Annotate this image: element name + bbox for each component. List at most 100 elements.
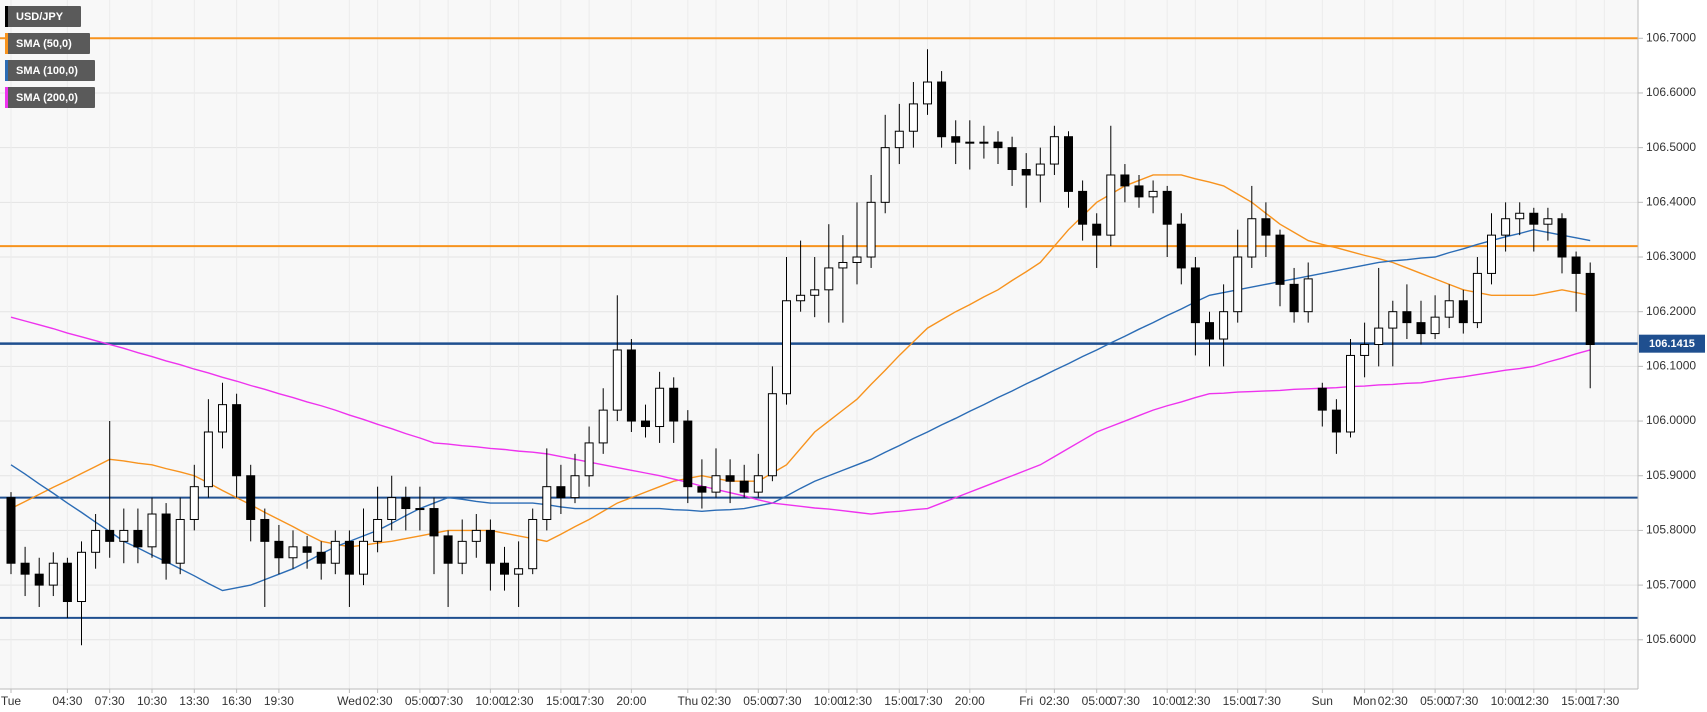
y-tick-label: 105.7000 <box>1646 577 1696 591</box>
legend-item: SMA (200,0) <box>5 87 95 108</box>
x-tick-label: 12:30 <box>504 694 534 708</box>
candle-body <box>1360 344 1370 356</box>
y-tick-label: 105.6000 <box>1646 632 1696 646</box>
candle-body <box>1261 218 1271 236</box>
candle-body <box>1487 234 1496 274</box>
candle-body <box>203 431 213 488</box>
legend-box <box>5 6 81 27</box>
candle-body <box>175 518 185 564</box>
candle-body <box>1458 300 1468 324</box>
y-tick-label: 105.9000 <box>1646 468 1696 482</box>
x-tick-label: 10:00 <box>1491 694 1521 708</box>
candle-body <box>824 267 834 291</box>
candle-body <box>189 486 199 520</box>
candle-body <box>302 546 312 553</box>
candle-body <box>1021 169 1031 176</box>
x-tick-label: 12:30 <box>842 694 872 708</box>
candle-body <box>908 103 918 132</box>
legend-label: SMA (200,0) <box>16 92 78 104</box>
candle-body <box>782 300 791 395</box>
legend-label: SMA (50,0) <box>16 38 72 50</box>
candle-body <box>443 535 453 564</box>
x-tick-label: 07:30 <box>433 694 463 708</box>
candle-body <box>1388 311 1398 329</box>
candle-body <box>796 294 806 302</box>
x-tick-label: Wed <box>337 694 361 708</box>
candle-body <box>429 508 439 537</box>
candle-body <box>1402 311 1412 324</box>
candle-body <box>133 529 143 548</box>
sma-line <box>10 174 1591 548</box>
candle-body <box>1430 316 1440 335</box>
candle-body <box>570 475 580 499</box>
legend-label: SMA (100,0) <box>16 65 78 77</box>
candle-body <box>584 442 594 477</box>
candle-body <box>316 551 326 564</box>
candle-body <box>1247 218 1257 258</box>
candle-body <box>598 409 608 444</box>
candle-body <box>1049 136 1059 165</box>
candle-body <box>62 562 72 603</box>
candle-body <box>951 136 961 143</box>
candle-body <box>387 497 397 520</box>
candle-body <box>767 393 777 477</box>
candle-body <box>1035 163 1045 176</box>
candle-body <box>641 420 650 428</box>
candle-body <box>1148 190 1158 198</box>
legend-item: SMA (50,0) <box>5 33 90 54</box>
candle-body <box>48 562 58 586</box>
candle-body <box>1092 223 1102 236</box>
x-tick-label: 02:30 <box>1378 694 1408 708</box>
candle-body <box>1064 136 1073 192</box>
candle-body <box>514 568 524 575</box>
candle-body <box>119 529 129 542</box>
candle-body <box>401 497 411 510</box>
x-tick-label: 17:30 <box>1589 694 1619 708</box>
x-tick-label: Thu <box>677 694 698 708</box>
x-tick-label: 17:30 <box>912 694 942 708</box>
y-tick-label: 106.6000 <box>1646 85 1696 99</box>
last-price-label: 106.1415 <box>1649 338 1695 350</box>
y-tick-label: 105.8000 <box>1646 523 1696 537</box>
candle-body <box>739 480 749 493</box>
candle-body <box>1205 322 1214 340</box>
candle-body <box>612 349 622 411</box>
candle-body <box>147 513 157 548</box>
candle-body <box>218 404 227 433</box>
x-tick-label: 20:00 <box>955 694 985 708</box>
x-tick-label: 07:30 <box>1448 694 1478 708</box>
candle-body <box>753 475 763 493</box>
candle-body <box>232 404 242 477</box>
candle-body <box>1190 267 1200 324</box>
x-tick-label: 17:30 <box>574 694 604 708</box>
candle-body <box>626 349 636 422</box>
x-tick-label: Tue <box>1 694 22 708</box>
candle-body <box>669 387 679 422</box>
candle-body <box>246 475 256 520</box>
candle-body <box>979 141 989 144</box>
y-tick-label: 106.7000 <box>1646 30 1696 44</box>
legend-box <box>5 60 95 81</box>
candle-body <box>1346 354 1355 433</box>
x-tick-label: Mon <box>1353 694 1376 708</box>
x-tick-label: 16:30 <box>222 694 252 708</box>
x-tick-label: 07:30 <box>771 694 801 708</box>
candle-body <box>500 562 509 575</box>
candle-body <box>1106 174 1116 236</box>
legend-item: USD/JPY <box>5 6 81 27</box>
x-tick-label: 12:30 <box>1519 694 1549 708</box>
x-tick-label: Sun <box>1312 694 1333 708</box>
legend-label: USD/JPY <box>16 11 64 23</box>
candle-body <box>1416 322 1426 335</box>
candle-body <box>965 141 975 144</box>
x-tick-label: 04:30 <box>52 694 82 708</box>
x-tick-label: 05:00 <box>743 694 773 708</box>
candle-body <box>1275 234 1285 285</box>
candle-body <box>880 147 890 203</box>
candle-body <box>20 562 30 575</box>
legend-swatch <box>5 33 8 54</box>
candle-body <box>937 81 947 138</box>
x-tick-label: 15:00 <box>1561 694 1591 708</box>
candle-body <box>1543 218 1553 225</box>
